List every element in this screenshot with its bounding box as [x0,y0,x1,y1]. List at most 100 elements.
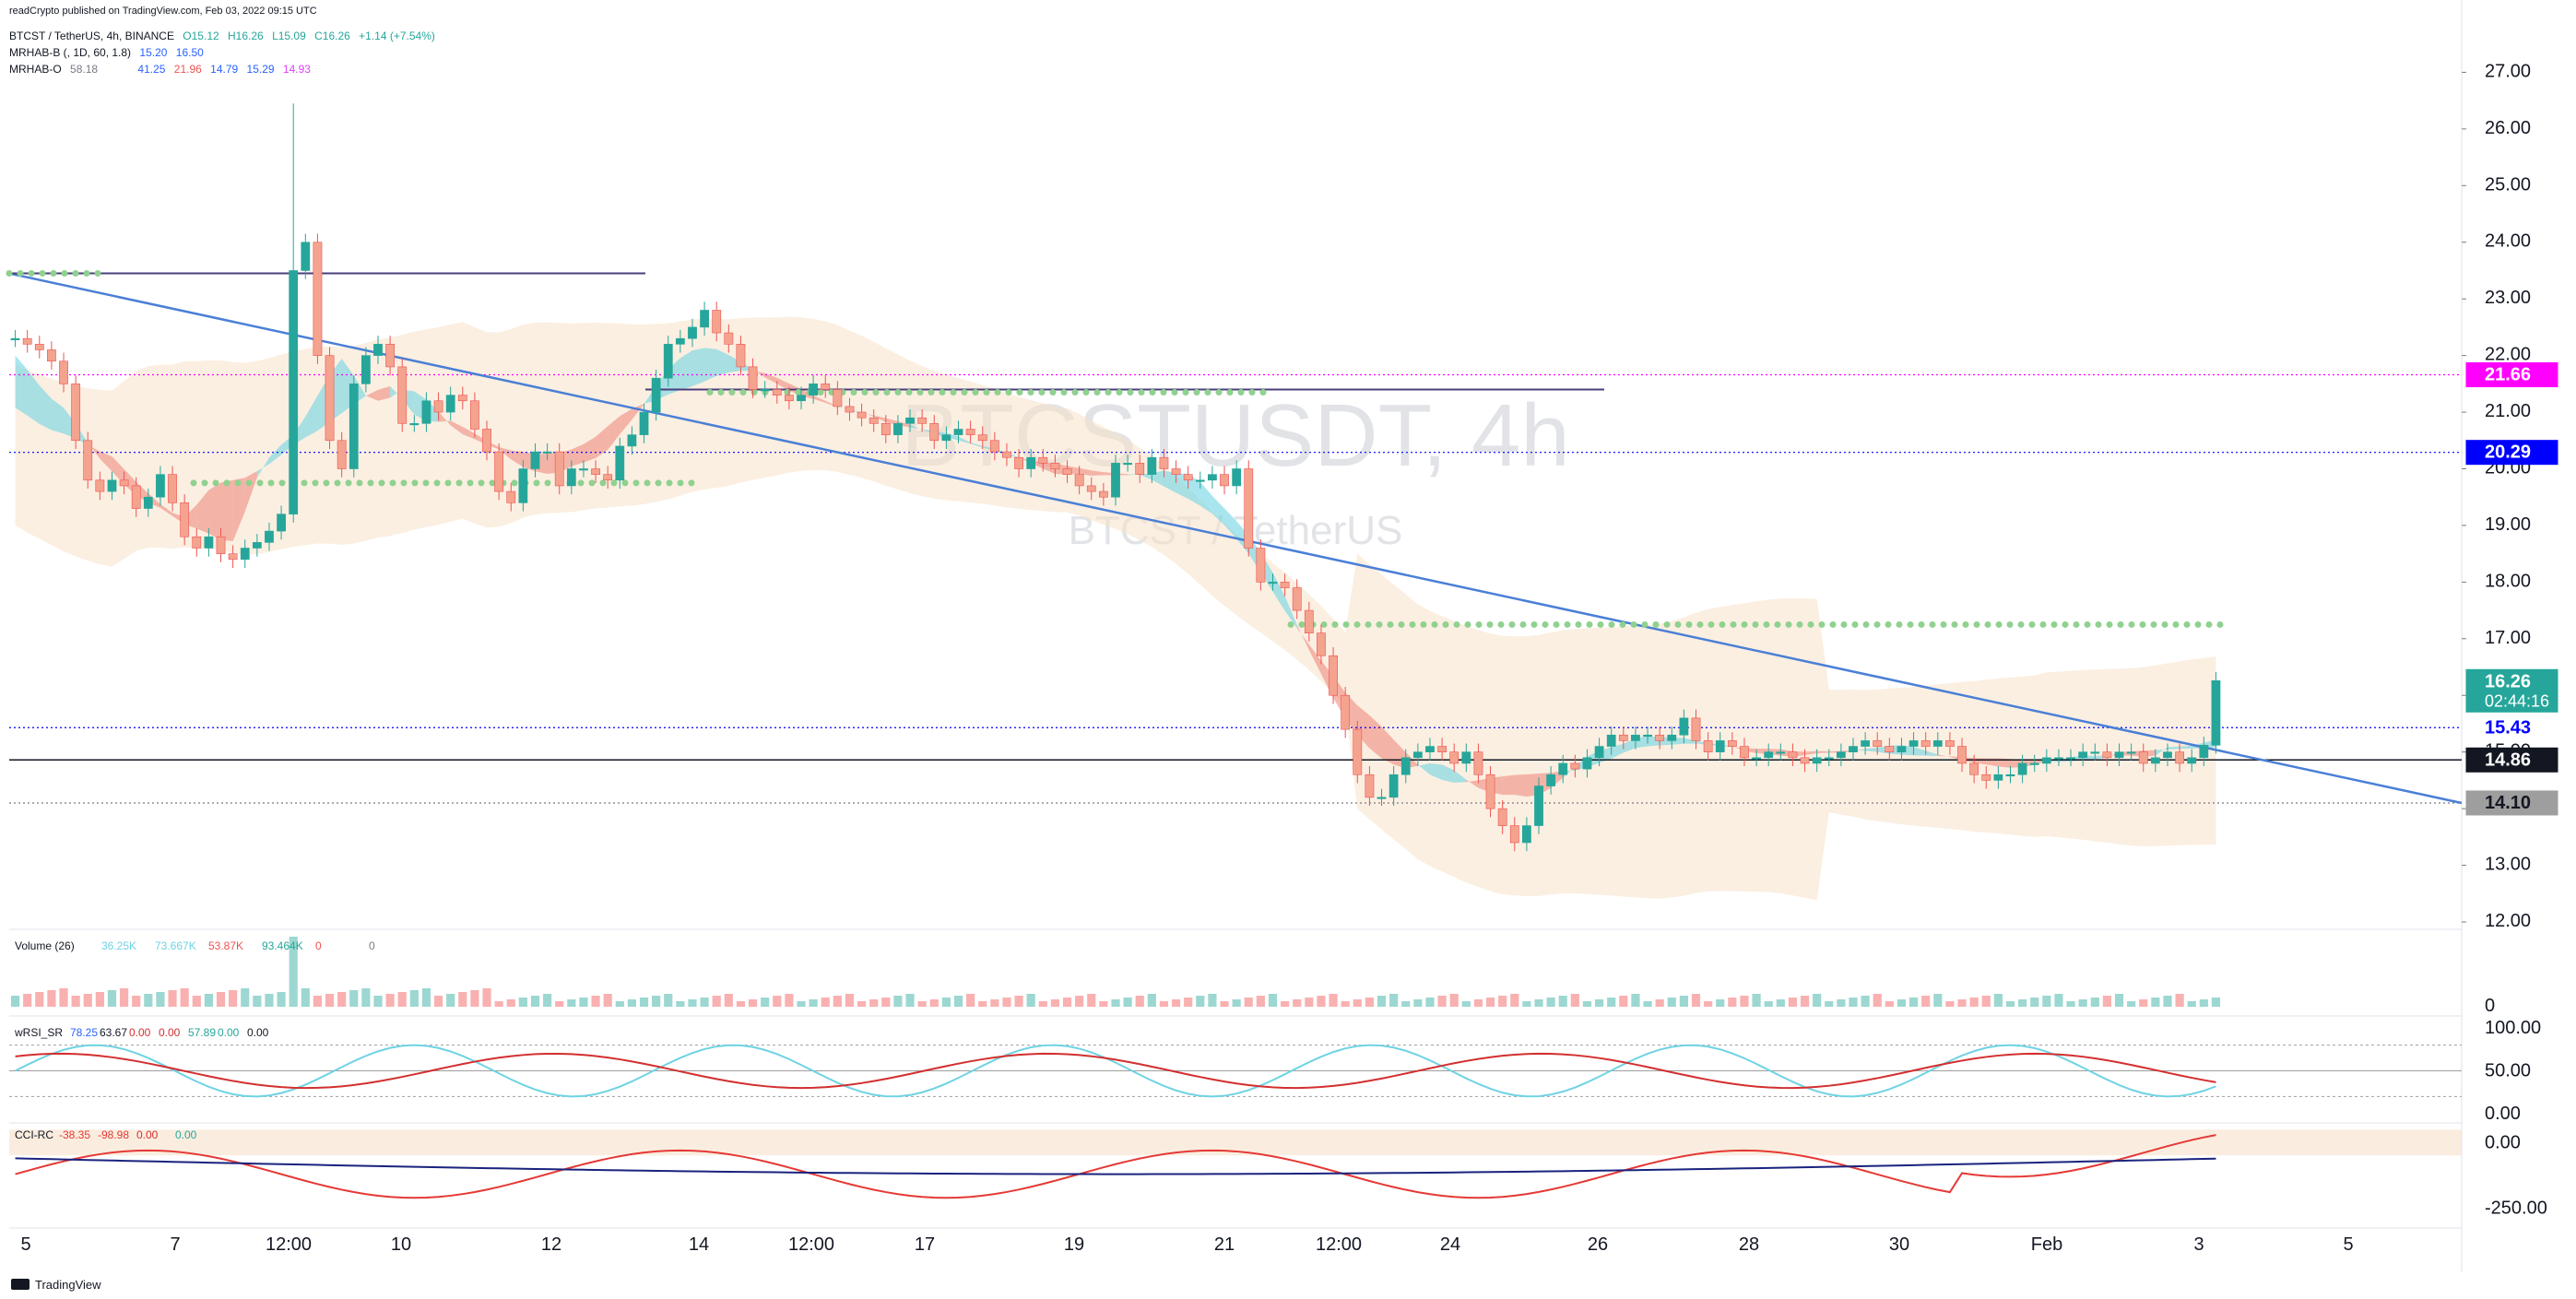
candle-body[interactable] [965,429,975,435]
candle-body[interactable] [1897,746,1907,752]
candle-body[interactable] [917,417,928,424]
candle-body[interactable] [797,395,806,402]
candle-body[interactable] [494,451,504,492]
candle-body[interactable] [1993,773,2003,781]
candle-body[interactable] [833,389,843,407]
candle-body[interactable] [1449,751,1459,764]
candle-body[interactable] [2078,751,2088,759]
candle-body[interactable] [313,242,323,356]
candle-body[interactable] [880,423,891,435]
candle-body[interactable] [1232,468,1242,487]
candle-body[interactable] [1800,757,1810,764]
candle-body[interactable] [1570,762,1580,770]
candle-body[interactable] [482,429,491,453]
candle-body[interactable] [1861,740,1871,747]
candle-body[interactable] [1159,456,1169,469]
candle-body[interactable] [1764,751,1774,759]
candle-body[interactable] [989,440,999,453]
candle-body[interactable] [1752,757,1761,760]
candle-body[interactable] [1655,734,1665,741]
candle-body[interactable] [421,400,431,424]
candle-body[interactable] [1074,474,1084,487]
candle-body[interactable] [71,384,81,442]
candle-body[interactable] [470,400,479,430]
candle-body[interactable] [2017,762,2027,775]
candle-body[interactable] [143,496,153,509]
candle-body[interactable] [712,310,722,334]
candle-body[interactable] [1945,740,1955,747]
candle-body[interactable] [1715,740,1725,752]
candle-body[interactable] [1183,474,1193,481]
candle-body[interactable] [204,536,214,549]
candle-body[interactable] [252,542,262,549]
candle-body[interactable] [1534,785,1543,826]
candle-body[interactable] [107,479,117,492]
candle-body[interactable] [228,553,238,561]
candle-body[interactable] [1509,825,1519,844]
candle-body[interactable] [2187,757,2197,764]
candle-body[interactable] [457,395,467,402]
candle-body[interactable] [1824,757,1834,760]
candle-body[interactable] [1098,490,1108,498]
candle-body[interactable] [639,411,649,435]
candle-body[interactable] [1473,751,1483,775]
candle-body[interactable] [1123,463,1133,466]
candle-body[interactable] [518,468,528,503]
candle-body[interactable] [1885,746,1895,752]
candle-body[interactable] [627,434,637,447]
candle-body[interactable] [277,514,286,532]
candle-body[interactable] [34,344,44,350]
candle-body[interactable] [953,429,963,435]
candle-body[interactable] [1147,456,1157,475]
candle-body[interactable] [325,355,335,442]
candle-body[interactable] [905,417,915,424]
candle-body[interactable] [1594,746,1604,759]
candle-body[interactable] [2005,773,2015,777]
candle-body[interactable] [1957,746,1967,764]
candle-body[interactable] [542,451,552,454]
trend-line[interactable] [8,272,2463,805]
candle-body[interactable] [1461,751,1471,764]
candle-body[interactable] [59,360,68,384]
candle-body[interactable] [265,530,274,543]
candle-body[interactable] [663,344,673,379]
candle-body[interactable] [591,468,600,475]
candle-body[interactable] [1014,456,1023,469]
candle-body[interactable] [772,389,782,396]
candle-body[interactable] [337,440,347,469]
candle-body[interactable] [785,395,794,402]
candle-body[interactable] [1836,751,1846,759]
candle-body[interactable] [651,377,661,413]
candle-body[interactable] [1981,773,1991,781]
candle-body[interactable] [1244,468,1254,549]
candle-body[interactable] [1546,773,1556,786]
candle-body[interactable] [1329,655,1338,696]
candle-body[interactable] [700,310,709,328]
candle-body[interactable] [977,434,987,442]
candle-body[interactable] [119,479,129,487]
candle-body[interactable] [83,440,93,481]
candle-body[interactable] [893,423,903,435]
candle-body[interactable] [2054,757,2063,760]
candle-body[interactable] [1304,609,1314,633]
candle-body[interactable] [1268,582,1278,585]
candle-body[interactable] [1873,740,1883,747]
candle-body[interactable] [1317,632,1326,656]
candle-body[interactable] [349,384,359,469]
candle-body[interactable] [2126,751,2136,754]
candle-body[interactable] [1412,751,1423,759]
candle-body[interactable] [2199,745,2209,759]
candle-body[interactable] [2138,751,2148,764]
candle-body[interactable] [1208,474,1217,481]
candle-body[interactable] [1135,463,1145,475]
candle-body[interactable] [2029,762,2039,765]
candle-body[interactable] [1026,456,1036,469]
candle-body[interactable] [688,326,697,339]
candle-body[interactable] [1776,751,1786,754]
candle-body[interactable] [385,344,396,368]
candle-body[interactable] [445,395,455,413]
candle-body[interactable] [857,411,867,419]
candle-body[interactable] [1667,734,1677,741]
indicator-legend-mrhab-o[interactable]: MRHAB-O 58.18 41.25 21.96 14.79 15.29 14… [9,63,316,76]
candle-body[interactable] [1062,468,1072,475]
